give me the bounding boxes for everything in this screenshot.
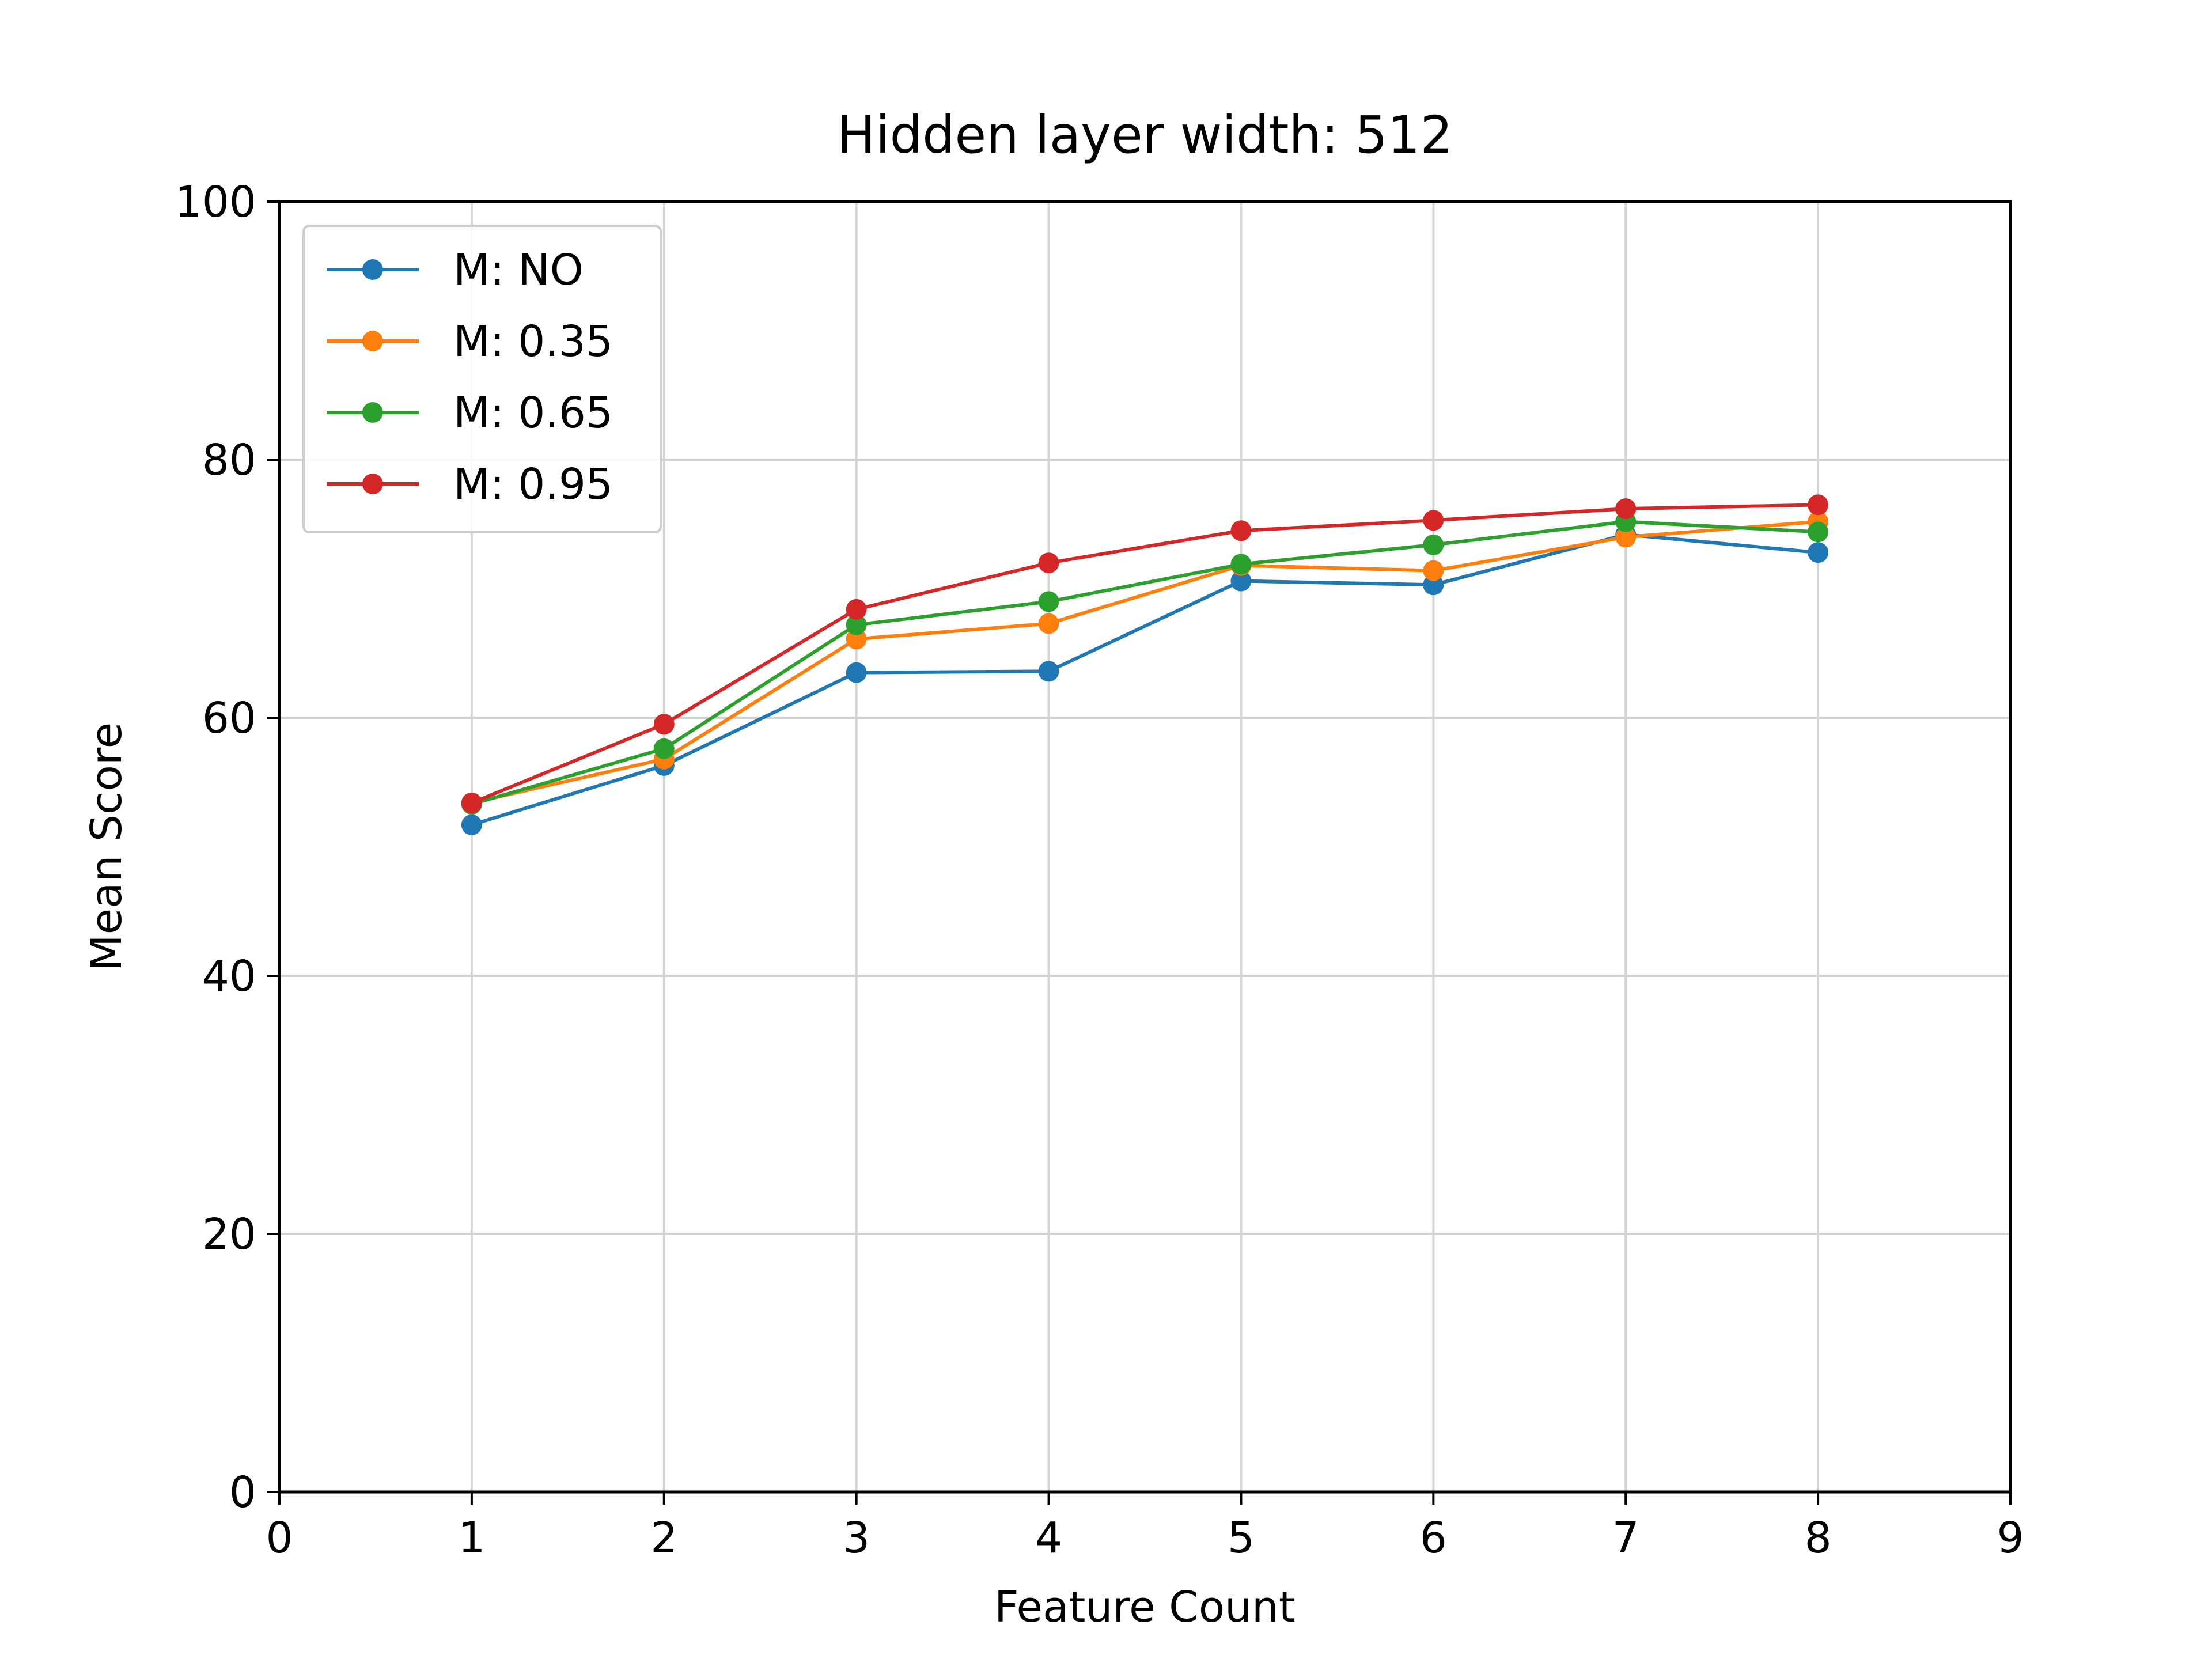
series-layer [461, 494, 1829, 835]
legend-label: M: 0.35 [453, 317, 613, 366]
y-axis-label: Mean Score [82, 722, 131, 971]
data-point [1808, 521, 1829, 543]
legend-label: M: 0.65 [453, 388, 613, 438]
legend-marker [362, 331, 383, 351]
y-tick-label: 40 [202, 952, 256, 1001]
data-point [1230, 570, 1252, 592]
data-point [1038, 613, 1059, 634]
y-tick-label: 60 [202, 694, 256, 743]
series-line [471, 503, 1819, 805]
legend-marker [362, 402, 383, 423]
data-point [1423, 534, 1444, 555]
series-2 [461, 511, 1829, 813]
x-axis-label: Feature Count [994, 1582, 1296, 1632]
legend-item: M: 0.65 [327, 388, 613, 438]
data-point [461, 792, 482, 813]
x-tick-label: 9 [1997, 1513, 2024, 1563]
data-point [461, 814, 482, 835]
legend-label: M: 0.95 [453, 460, 613, 509]
x-tick-label: 1 [458, 1513, 485, 1563]
x-tick-label: 4 [1035, 1513, 1062, 1563]
series-3 [461, 511, 1829, 815]
series-1 [461, 524, 1829, 835]
data-point [1808, 494, 1829, 516]
series-line [471, 520, 1819, 805]
x-tick-label: 3 [843, 1513, 870, 1563]
data-point [1038, 591, 1059, 612]
axis-ticks: 0 1 2 3 4 5 6 7 8 9 0 20 40 60 80 100 [175, 177, 2024, 1563]
y-tick-label: 20 [202, 1210, 256, 1259]
x-tick-label: 7 [1612, 1513, 1639, 1563]
legend-item: M: NO [327, 245, 584, 295]
legend: M: NO M: 0.35 M: 0.65 M: 0.95 [302, 225, 662, 533]
data-point [1423, 560, 1444, 581]
x-tick-label: 0 [266, 1513, 293, 1563]
data-point [653, 714, 675, 735]
x-tick-label: 5 [1228, 1513, 1255, 1563]
series-4 [461, 494, 1829, 813]
data-point [1038, 661, 1059, 682]
x-tick-label: 2 [650, 1513, 677, 1563]
data-point [1615, 527, 1637, 548]
legend-label: M: NO [453, 245, 584, 295]
legend-marker [362, 259, 383, 280]
y-tick-label: 100 [175, 177, 256, 227]
legend-item: M: 0.95 [327, 460, 613, 509]
data-point [846, 614, 867, 635]
legend-item: M: 0.35 [327, 317, 613, 366]
legend-marker [362, 474, 383, 494]
plot-frame [278, 200, 2012, 1494]
x-tick-label: 8 [1805, 1513, 1832, 1563]
legend-box [302, 225, 662, 533]
chart-title: Hidden layer width: 512 [837, 105, 1453, 165]
series-line [471, 532, 1819, 827]
data-point [1230, 520, 1252, 541]
data-point [653, 738, 675, 759]
data-point [1615, 498, 1637, 520]
y-tick-label: 80 [202, 435, 256, 485]
data-point [1423, 574, 1444, 596]
series-line [471, 520, 1819, 806]
data-point [1423, 510, 1444, 531]
x-tick-label: 6 [1420, 1513, 1447, 1563]
data-point [1038, 552, 1059, 574]
data-point [1230, 554, 1252, 575]
data-point [846, 599, 867, 620]
y-tick-label: 0 [229, 1468, 256, 1517]
data-point [846, 628, 867, 650]
data-point [846, 662, 867, 683]
data-point [1808, 542, 1829, 563]
